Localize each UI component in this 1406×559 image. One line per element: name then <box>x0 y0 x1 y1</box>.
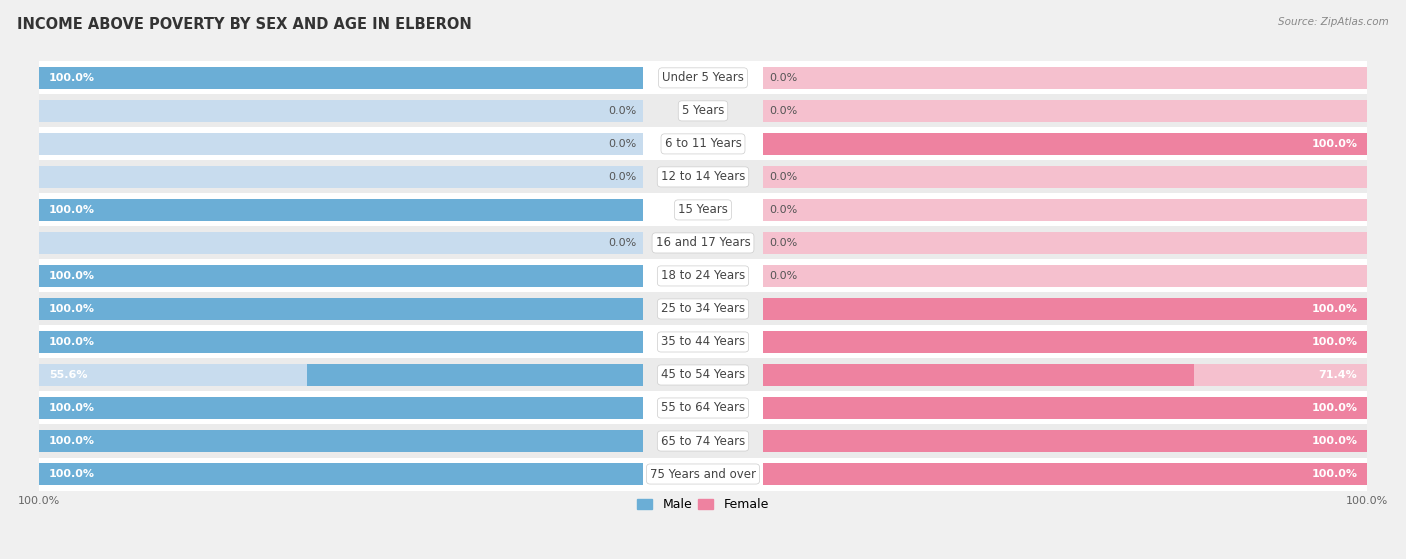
Bar <box>763 232 1367 254</box>
Text: 6 to 11 Years: 6 to 11 Years <box>665 138 741 150</box>
Text: Under 5 Years: Under 5 Years <box>662 72 744 84</box>
Bar <box>39 397 643 419</box>
Text: 25 to 34 Years: 25 to 34 Years <box>661 302 745 315</box>
Text: 0.0%: 0.0% <box>609 106 637 116</box>
Bar <box>763 430 1367 452</box>
Bar <box>39 61 1367 94</box>
Bar <box>39 226 1367 259</box>
Bar <box>39 292 1367 325</box>
Text: 100.0%: 100.0% <box>1312 304 1357 314</box>
Bar <box>763 132 1367 155</box>
Bar <box>39 298 643 320</box>
Text: 100.0%: 100.0% <box>49 436 94 446</box>
Text: 100.0%: 100.0% <box>49 469 94 479</box>
Text: 100.0%: 100.0% <box>1312 469 1357 479</box>
Bar <box>39 67 643 89</box>
Bar <box>763 132 1367 155</box>
Text: 18 to 24 Years: 18 to 24 Years <box>661 269 745 282</box>
Text: 100.0%: 100.0% <box>49 205 94 215</box>
Text: 100.0%: 100.0% <box>49 73 94 83</box>
Bar <box>763 100 1367 122</box>
Bar <box>39 430 643 452</box>
Bar <box>763 298 1367 320</box>
Legend: Male, Female: Male, Female <box>633 493 773 516</box>
Text: 0.0%: 0.0% <box>609 139 637 149</box>
Bar <box>39 463 643 485</box>
Bar <box>763 198 1367 221</box>
Bar <box>763 397 1367 419</box>
Text: 100.0%: 100.0% <box>1312 337 1357 347</box>
Bar <box>39 265 643 287</box>
Bar <box>763 364 1367 386</box>
Bar <box>39 424 1367 457</box>
Text: 0.0%: 0.0% <box>769 73 797 83</box>
Bar <box>39 364 643 386</box>
Bar <box>39 298 643 320</box>
Bar <box>763 397 1367 419</box>
Text: 100.0%: 100.0% <box>1312 403 1357 413</box>
Bar <box>39 132 643 155</box>
Bar <box>39 457 1367 490</box>
Text: 65 to 74 Years: 65 to 74 Years <box>661 434 745 448</box>
Bar <box>39 67 643 89</box>
Bar <box>763 298 1367 320</box>
Text: 100.0%: 100.0% <box>49 304 94 314</box>
Text: 5 Years: 5 Years <box>682 105 724 117</box>
Bar <box>763 463 1367 485</box>
Text: 100.0%: 100.0% <box>1312 436 1357 446</box>
Bar <box>39 127 1367 160</box>
Bar <box>763 67 1367 89</box>
Text: 55 to 64 Years: 55 to 64 Years <box>661 401 745 414</box>
Text: 100.0%: 100.0% <box>49 403 94 413</box>
Bar <box>39 325 1367 358</box>
Bar <box>39 198 643 221</box>
Bar <box>39 165 643 188</box>
Text: 0.0%: 0.0% <box>769 271 797 281</box>
Bar <box>763 331 1367 353</box>
Text: 100.0%: 100.0% <box>49 337 94 347</box>
Bar <box>307 364 643 386</box>
Text: 12 to 14 Years: 12 to 14 Years <box>661 170 745 183</box>
Text: 45 to 54 Years: 45 to 54 Years <box>661 368 745 381</box>
Bar <box>39 265 643 287</box>
Bar <box>39 160 1367 193</box>
Text: 35 to 44 Years: 35 to 44 Years <box>661 335 745 348</box>
Bar <box>39 391 1367 424</box>
Text: 15 Years: 15 Years <box>678 203 728 216</box>
Bar <box>763 265 1367 287</box>
Text: Source: ZipAtlas.com: Source: ZipAtlas.com <box>1278 17 1389 27</box>
Text: 75 Years and over: 75 Years and over <box>650 467 756 481</box>
Bar <box>39 397 643 419</box>
Bar <box>39 259 1367 292</box>
Bar <box>39 331 643 353</box>
Bar <box>39 94 1367 127</box>
Text: 0.0%: 0.0% <box>769 238 797 248</box>
Text: 0.0%: 0.0% <box>609 172 637 182</box>
Bar <box>763 331 1367 353</box>
Text: INCOME ABOVE POVERTY BY SEX AND AGE IN ELBERON: INCOME ABOVE POVERTY BY SEX AND AGE IN E… <box>17 17 471 32</box>
Bar <box>39 232 643 254</box>
Text: 100.0%: 100.0% <box>1312 139 1357 149</box>
Bar <box>39 358 1367 391</box>
Text: 100.0%: 100.0% <box>49 271 94 281</box>
Bar <box>39 463 643 485</box>
Text: 0.0%: 0.0% <box>769 205 797 215</box>
Bar <box>39 331 643 353</box>
Text: 16 and 17 Years: 16 and 17 Years <box>655 236 751 249</box>
Text: 71.4%: 71.4% <box>1319 370 1357 380</box>
Bar <box>39 100 643 122</box>
Bar <box>39 193 1367 226</box>
Text: 0.0%: 0.0% <box>609 238 637 248</box>
Bar <box>39 198 643 221</box>
Text: 0.0%: 0.0% <box>769 106 797 116</box>
Bar <box>763 364 1194 386</box>
Text: 55.6%: 55.6% <box>49 370 87 380</box>
Bar <box>763 165 1367 188</box>
Bar <box>763 430 1367 452</box>
Text: 0.0%: 0.0% <box>769 172 797 182</box>
Bar <box>39 430 643 452</box>
Bar <box>763 463 1367 485</box>
